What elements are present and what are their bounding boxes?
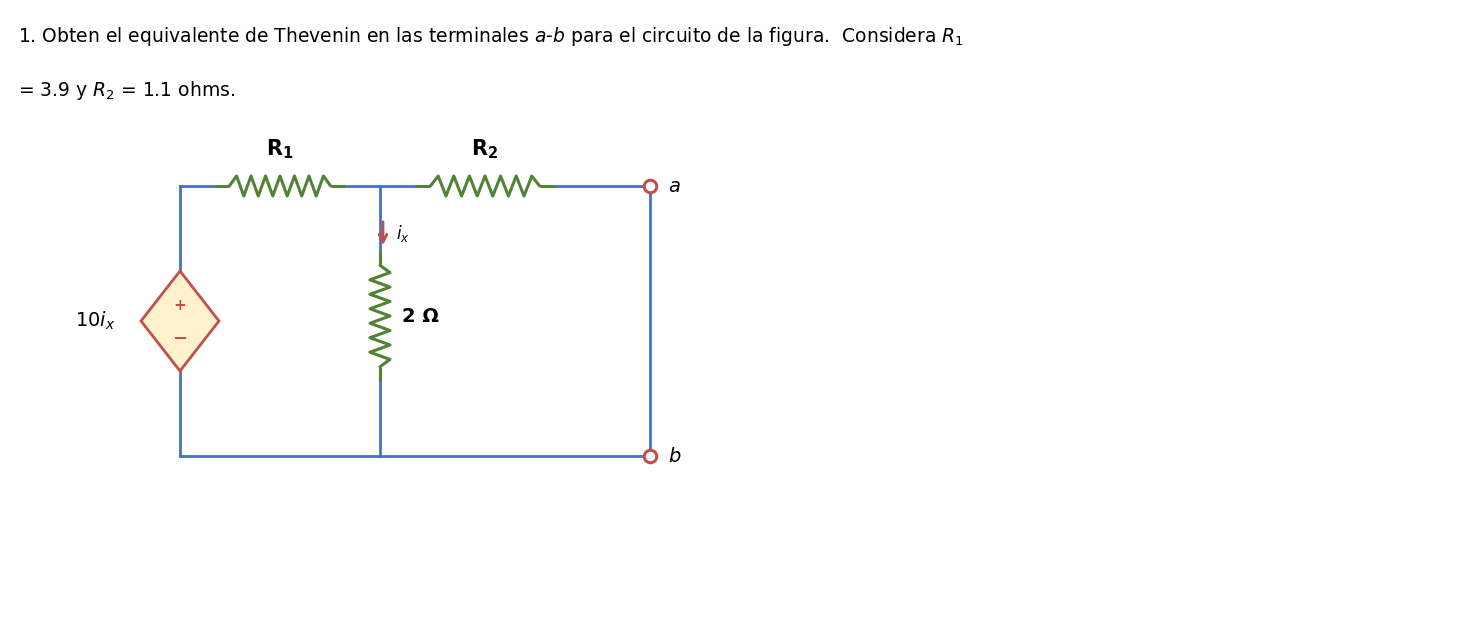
- Text: −: −: [172, 330, 188, 348]
- Text: +: +: [173, 298, 186, 314]
- Text: $i_x$: $i_x$: [396, 223, 410, 244]
- Text: $a$: $a$: [668, 177, 681, 195]
- Text: $b$: $b$: [668, 446, 681, 466]
- Polygon shape: [141, 271, 219, 371]
- Text: = 3.9 y $R_2$ = 1.1 ohms.: = 3.9 y $R_2$ = 1.1 ohms.: [18, 80, 235, 102]
- Text: 2 Ω: 2 Ω: [402, 307, 439, 326]
- Text: $\mathbf{R_1}$: $\mathbf{R_1}$: [266, 137, 294, 161]
- Text: $\mathbf{R_2}$: $\mathbf{R_2}$: [471, 137, 499, 161]
- Text: 1. Obten el equivalente de Thevenin en las terminales $a$-$b$ para el circuito d: 1. Obten el equivalente de Thevenin en l…: [18, 25, 963, 48]
- Text: $10i_x$: $10i_x$: [75, 310, 115, 332]
